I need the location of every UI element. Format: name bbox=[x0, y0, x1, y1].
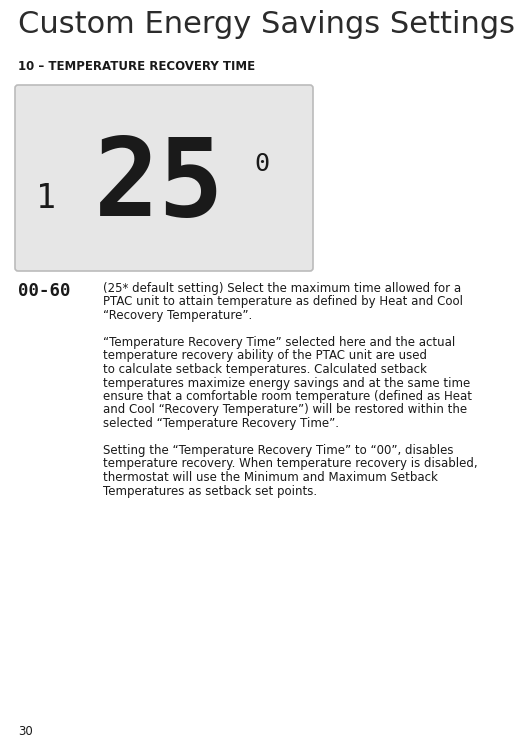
Text: 00-60: 00-60 bbox=[18, 282, 71, 300]
Text: “Recovery Temperature”.: “Recovery Temperature”. bbox=[103, 309, 252, 322]
Text: thermostat will use the Minimum and Maximum Setback: thermostat will use the Minimum and Maxi… bbox=[103, 471, 438, 484]
Text: Custom Energy Savings Settings: Custom Energy Savings Settings bbox=[18, 10, 515, 39]
Text: temperature recovery. When temperature recovery is disabled,: temperature recovery. When temperature r… bbox=[103, 458, 478, 470]
Text: temperature recovery ability of the PTAC unit are used: temperature recovery ability of the PTAC… bbox=[103, 350, 427, 363]
Text: 10 – TEMPERATURE RECOVERY TIME: 10 – TEMPERATURE RECOVERY TIME bbox=[18, 60, 255, 73]
Text: and Cool “Recovery Temperature”) will be restored within the: and Cool “Recovery Temperature”) will be… bbox=[103, 404, 467, 416]
Text: PTAC unit to attain temperature as defined by Heat and Cool: PTAC unit to attain temperature as defin… bbox=[103, 296, 463, 309]
Text: 25: 25 bbox=[94, 133, 224, 239]
Text: 0: 0 bbox=[254, 152, 269, 176]
Text: temperatures maximize energy savings and at the same time: temperatures maximize energy savings and… bbox=[103, 377, 470, 389]
FancyBboxPatch shape bbox=[15, 85, 313, 271]
Text: Temperatures as setback set points.: Temperatures as setback set points. bbox=[103, 485, 317, 497]
Text: ensure that a comfortable room temperature (defined as Heat: ensure that a comfortable room temperatu… bbox=[103, 390, 472, 403]
Text: 1: 1 bbox=[36, 181, 56, 214]
Text: selected “Temperature Recovery Time”.: selected “Temperature Recovery Time”. bbox=[103, 417, 339, 430]
Text: “Temperature Recovery Time” selected here and the actual: “Temperature Recovery Time” selected her… bbox=[103, 336, 455, 349]
Text: (25* default setting) Select the maximum time allowed for a: (25* default setting) Select the maximum… bbox=[103, 282, 461, 295]
Text: 30: 30 bbox=[18, 725, 33, 738]
Text: to calculate setback temperatures. Calculated setback: to calculate setback temperatures. Calcu… bbox=[103, 363, 427, 376]
Text: Setting the “Temperature Recovery Time” to “00”, disables: Setting the “Temperature Recovery Time” … bbox=[103, 444, 454, 457]
